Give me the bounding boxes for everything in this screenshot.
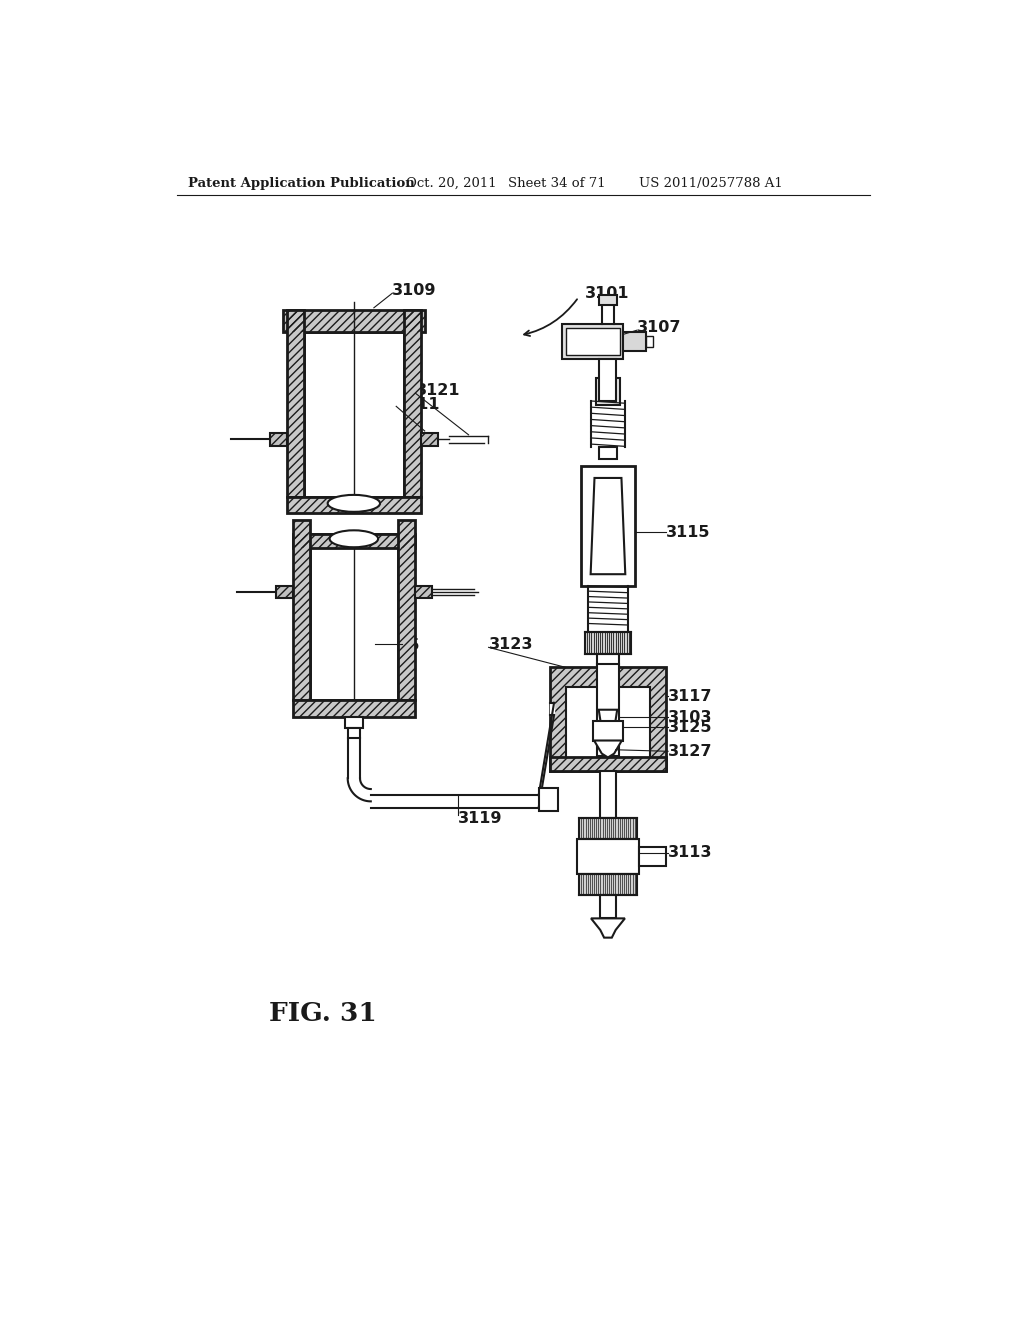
Bar bbox=[345, 717, 364, 729]
Bar bbox=[581, 466, 635, 586]
Ellipse shape bbox=[330, 531, 378, 548]
Polygon shape bbox=[594, 741, 622, 758]
Text: Sheet 34 of 71: Sheet 34 of 71 bbox=[508, 177, 605, 190]
Text: 3105: 3105 bbox=[376, 639, 420, 653]
Bar bbox=[599, 447, 617, 459]
Bar bbox=[539, 788, 558, 812]
Bar bbox=[421, 433, 438, 446]
Bar bbox=[580, 874, 637, 895]
Text: 3113: 3113 bbox=[668, 845, 713, 861]
Bar bbox=[580, 817, 637, 840]
Bar bbox=[293, 520, 309, 700]
Text: 3127: 3127 bbox=[668, 743, 713, 759]
Bar bbox=[304, 331, 403, 498]
Bar bbox=[550, 668, 666, 771]
Polygon shape bbox=[348, 779, 371, 801]
Bar bbox=[597, 664, 618, 756]
Text: FIG. 31: FIG. 31 bbox=[269, 1001, 377, 1026]
Bar bbox=[293, 700, 415, 717]
Bar bbox=[275, 586, 293, 598]
Bar bbox=[403, 310, 421, 498]
Text: US 2011/0257788 A1: US 2011/0257788 A1 bbox=[639, 177, 782, 190]
Polygon shape bbox=[599, 710, 617, 744]
Bar bbox=[550, 758, 666, 771]
Text: 3115: 3115 bbox=[666, 524, 711, 540]
Bar bbox=[585, 632, 631, 653]
Bar bbox=[639, 847, 666, 866]
Bar bbox=[270, 433, 287, 446]
Text: 3101: 3101 bbox=[585, 285, 630, 301]
Bar bbox=[293, 520, 309, 700]
Text: 3103: 3103 bbox=[668, 710, 713, 725]
Bar bbox=[599, 296, 617, 305]
Text: Oct. 20, 2011: Oct. 20, 2011 bbox=[407, 177, 497, 190]
Bar bbox=[403, 310, 421, 498]
Bar bbox=[270, 433, 287, 446]
Bar bbox=[287, 310, 304, 498]
Bar bbox=[398, 520, 415, 700]
Bar bbox=[283, 310, 425, 331]
Bar bbox=[600, 895, 615, 919]
Bar bbox=[293, 535, 415, 548]
Bar bbox=[287, 310, 304, 498]
Bar bbox=[565, 686, 650, 760]
Bar bbox=[578, 840, 639, 874]
Bar bbox=[287, 498, 421, 512]
Bar bbox=[562, 323, 624, 359]
Bar bbox=[596, 378, 620, 405]
Polygon shape bbox=[591, 919, 625, 937]
Bar bbox=[348, 729, 360, 738]
Bar bbox=[283, 310, 425, 331]
Bar bbox=[593, 721, 624, 741]
Text: 3109: 3109 bbox=[392, 284, 437, 298]
Text: 3121: 3121 bbox=[416, 383, 460, 399]
Bar bbox=[293, 700, 415, 717]
Bar bbox=[415, 586, 432, 598]
Text: 3119: 3119 bbox=[458, 810, 503, 826]
Bar bbox=[550, 668, 666, 771]
Bar bbox=[287, 498, 421, 512]
Bar bbox=[565, 327, 620, 355]
Bar bbox=[275, 586, 293, 598]
Bar bbox=[293, 535, 415, 548]
Text: 3117: 3117 bbox=[668, 689, 713, 704]
Bar bbox=[550, 758, 666, 771]
Bar bbox=[624, 331, 646, 351]
Bar bbox=[600, 771, 615, 817]
Bar bbox=[646, 337, 652, 347]
Bar bbox=[398, 520, 415, 700]
Text: 3123: 3123 bbox=[488, 636, 534, 652]
Polygon shape bbox=[591, 478, 626, 574]
Bar bbox=[415, 586, 432, 598]
Text: 3107: 3107 bbox=[637, 321, 682, 335]
Ellipse shape bbox=[328, 495, 380, 512]
Bar bbox=[309, 535, 398, 700]
Text: Patent Application Publication: Patent Application Publication bbox=[188, 177, 415, 190]
Text: 3111: 3111 bbox=[396, 397, 440, 412]
Bar bbox=[597, 653, 618, 668]
Bar bbox=[599, 359, 616, 401]
Text: 3125: 3125 bbox=[668, 719, 713, 734]
Bar bbox=[421, 433, 438, 446]
